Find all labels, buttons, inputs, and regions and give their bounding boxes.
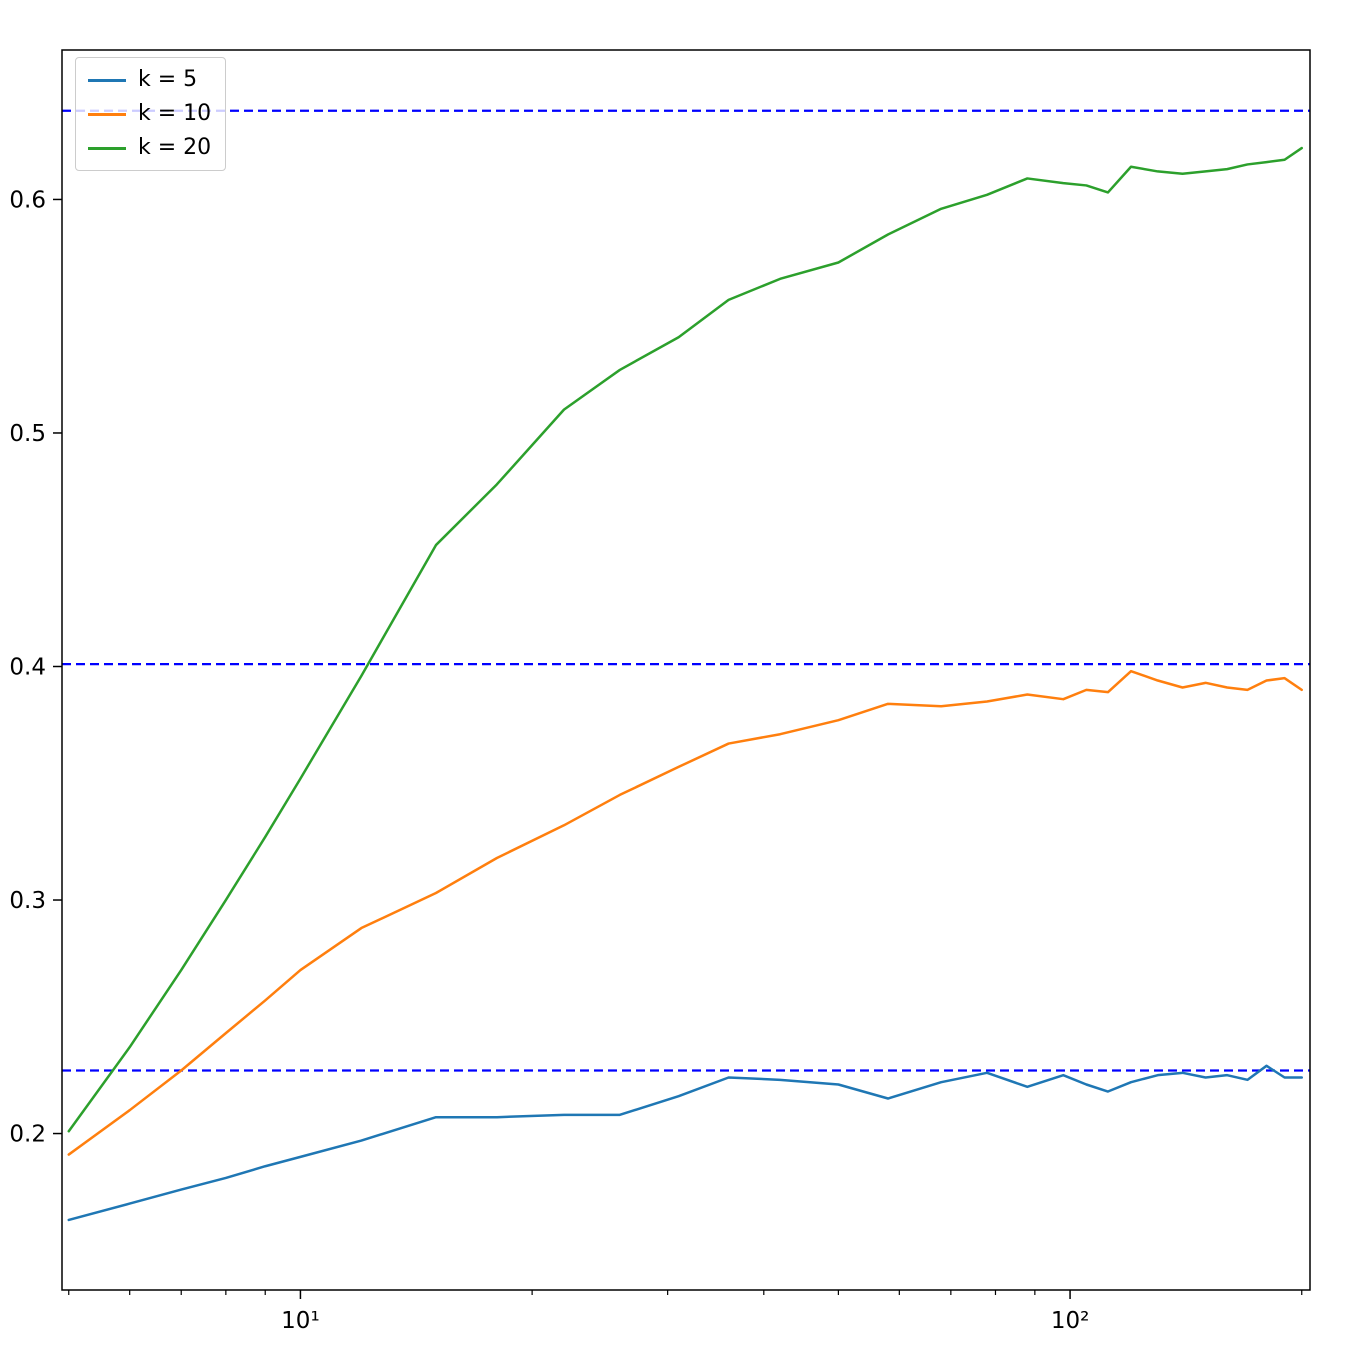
y-tick-label: 0.3 bbox=[9, 888, 46, 914]
legend-line-swatch bbox=[88, 112, 126, 116]
plot-frame bbox=[61, 49, 1311, 1291]
legend-item: k = 20 bbox=[88, 134, 211, 162]
y-tick-label: 0.6 bbox=[9, 187, 46, 213]
y-tick-label: 0.2 bbox=[9, 1122, 46, 1148]
legend-label: k = 10 bbox=[138, 101, 212, 126]
series-line-k10 bbox=[67, 669, 1303, 1156]
y-tick-label: 0.4 bbox=[9, 654, 46, 680]
series-line-k20 bbox=[67, 146, 1303, 1133]
legend-item: k = 10 bbox=[88, 100, 211, 128]
x-tick-label: 10¹ bbox=[281, 1308, 320, 1334]
x-tick-label: 10² bbox=[1051, 1308, 1090, 1334]
legend-item: k = 5 bbox=[88, 66, 211, 94]
legend-line-swatch bbox=[88, 146, 126, 150]
legend-label: k = 20 bbox=[138, 135, 212, 160]
legend-label: k = 5 bbox=[138, 67, 198, 92]
series-line-k5 bbox=[67, 1064, 1303, 1222]
legend: k = 5 k = 10 k = 20 bbox=[75, 57, 227, 171]
y-tick-label: 0.5 bbox=[9, 421, 46, 447]
legend-line-swatch bbox=[88, 78, 126, 82]
